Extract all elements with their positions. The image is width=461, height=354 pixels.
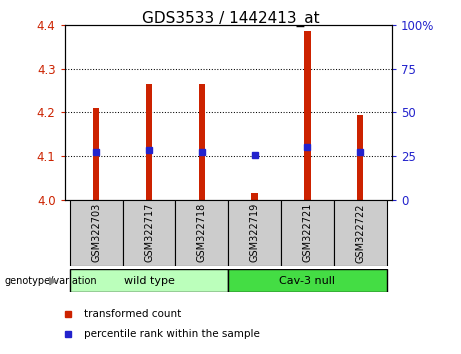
Bar	[199, 84, 205, 200]
Text: wild type: wild type	[124, 275, 174, 286]
Text: GSM322719: GSM322719	[249, 203, 260, 262]
Text: genotype/variation: genotype/variation	[5, 275, 97, 286]
Text: transformed count: transformed count	[84, 309, 182, 319]
Bar	[228, 269, 387, 292]
Text: percentile rank within the sample: percentile rank within the sample	[84, 329, 260, 339]
Bar	[281, 200, 334, 266]
Text: GSM322717: GSM322717	[144, 203, 154, 262]
Bar	[146, 84, 152, 200]
Bar	[70, 269, 228, 292]
Text: GSM322722: GSM322722	[355, 203, 365, 263]
Bar	[93, 108, 100, 200]
Text: GSM322703: GSM322703	[91, 203, 101, 262]
Text: GSM322721: GSM322721	[302, 203, 313, 262]
Bar	[70, 200, 123, 266]
Text: GSM322718: GSM322718	[197, 203, 207, 262]
Bar	[175, 200, 228, 266]
Bar	[123, 200, 175, 266]
Bar	[228, 200, 281, 266]
Text: ▶: ▶	[49, 275, 57, 286]
Text: GDS3533 / 1442413_at: GDS3533 / 1442413_at	[142, 11, 319, 27]
Bar	[334, 200, 387, 266]
Text: Cav-3 null: Cav-3 null	[279, 275, 336, 286]
Bar	[251, 193, 258, 200]
Bar	[357, 115, 363, 200]
Bar	[304, 32, 311, 200]
